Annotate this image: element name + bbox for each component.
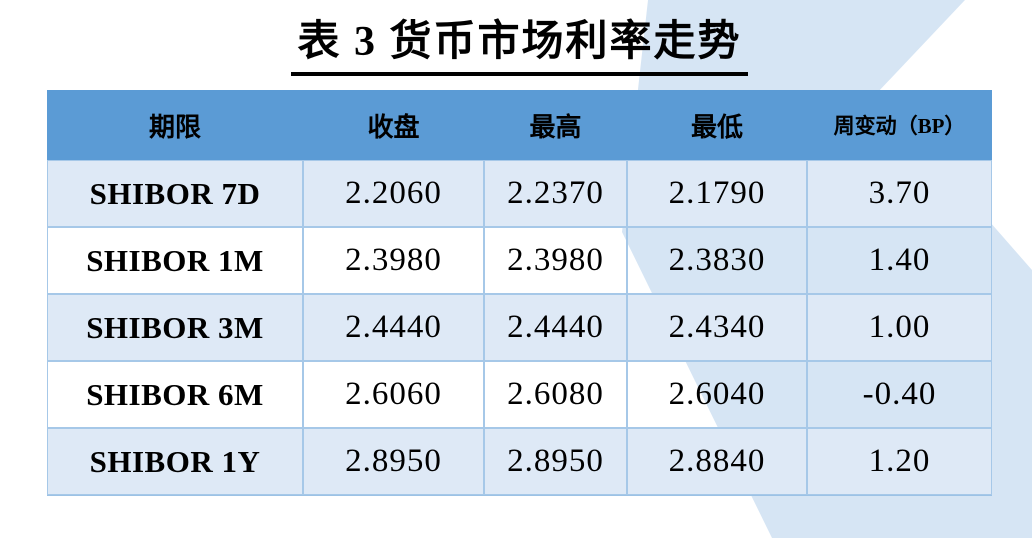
table-row: SHIBOR 1M 2.3980 2.3980 2.3830 1.40	[47, 227, 992, 294]
low-cell: 2.4340	[627, 294, 807, 361]
change-bp-cell: 3.70	[807, 160, 992, 227]
low-cell: 2.1790	[627, 160, 807, 227]
term-cell: SHIBOR 6M	[47, 361, 303, 428]
low-cell: 2.8840	[627, 428, 807, 495]
high-cell: 2.2370	[484, 160, 627, 227]
high-cell: 2.3980	[484, 227, 627, 294]
table-row: SHIBOR 6M 2.6060 2.6080 2.6040 -0.40	[47, 361, 992, 428]
change-bp-cell: -0.40	[807, 361, 992, 428]
high-cell: 2.4440	[484, 294, 627, 361]
high-cell: 2.6080	[484, 361, 627, 428]
high-cell: 2.8950	[484, 428, 627, 495]
header-low: 最低	[627, 90, 807, 160]
term-cell: SHIBOR 3M	[47, 294, 303, 361]
low-cell: 2.3830	[627, 227, 807, 294]
low-cell: 2.6040	[627, 361, 807, 428]
term-cell: SHIBOR 1M	[47, 227, 303, 294]
close-cell: 2.8950	[303, 428, 484, 495]
header-high: 最高	[484, 90, 627, 160]
close-cell: 2.6060	[303, 361, 484, 428]
change-bp-cell: 1.20	[807, 428, 992, 495]
table-header-row: 期限 收盘 最高 最低 周变动（BP）	[47, 90, 992, 160]
header-term: 期限	[47, 90, 303, 160]
close-cell: 2.4440	[303, 294, 484, 361]
table-row: SHIBOR 3M 2.4440 2.4440 2.4340 1.00	[47, 294, 992, 361]
term-cell: SHIBOR 1Y	[47, 428, 303, 495]
term-cell: SHIBOR 7D	[47, 160, 303, 227]
header-change-bp: 周变动（BP）	[807, 90, 992, 160]
header-close: 收盘	[303, 90, 484, 160]
table-row: SHIBOR 7D 2.2060 2.2370 2.1790 3.70	[47, 160, 992, 227]
rates-table: 期限 收盘 最高 最低 周变动（BP） SHIBOR 7D 2.2060 2.2…	[47, 90, 992, 496]
change-bp-cell: 1.00	[807, 294, 992, 361]
table-caption-wrap: 表 3 货币市场利率走势	[47, 16, 992, 76]
table-title: 表 3 货币市场利率走势	[291, 16, 748, 76]
close-cell: 2.2060	[303, 160, 484, 227]
table-row: SHIBOR 1Y 2.8950 2.8950 2.8840 1.20	[47, 428, 992, 495]
close-cell: 2.3980	[303, 227, 484, 294]
change-bp-cell: 1.40	[807, 227, 992, 294]
